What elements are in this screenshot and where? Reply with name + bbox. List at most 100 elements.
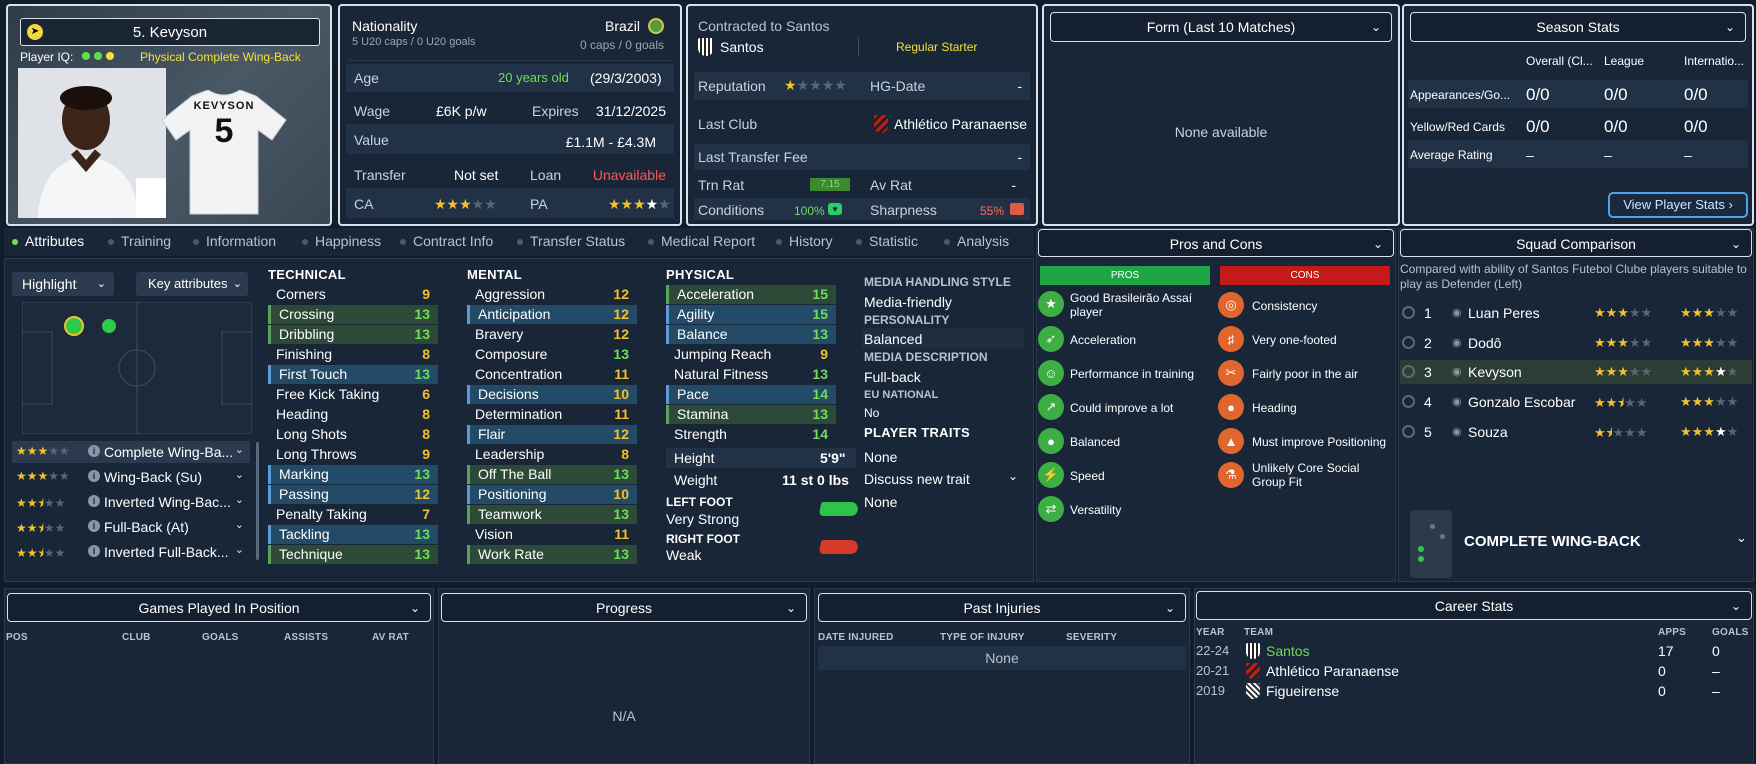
discuss-trait-dropdown[interactable]: Discuss new trait ⌄ [862, 469, 1024, 489]
role-row[interactable]: ★★★★★ i Wing-Back (Su) ⌄ [12, 466, 250, 488]
progress-title: Progress [595, 600, 653, 616]
season-value: 0/0 [1684, 117, 1708, 136]
attribute-row[interactable]: Penalty Taking 7 [268, 505, 438, 524]
attribute-row[interactable]: Dribbling 13 [268, 325, 438, 344]
season-stats-dropdown[interactable]: Season Stats ⌄ [1410, 12, 1746, 42]
attribute-row[interactable]: Crossing 13 [268, 305, 438, 324]
attribute-row[interactable]: Teamwork 13 [467, 505, 637, 524]
profile-card: ➤ 5. Kevyson Player IQ: Physical Complet… [6, 4, 332, 226]
last-club-value[interactable]: Athlético Paranaense [894, 116, 1028, 132]
pro-item: Acceleration [1070, 333, 1137, 347]
attribute-row[interactable]: Composure 13 [467, 345, 637, 364]
attribute-row[interactable]: Natural Fitness 13 [666, 365, 836, 384]
attribute-row[interactable]: Decisions 10 [467, 385, 637, 404]
attribute-row[interactable]: Strength 14 [666, 425, 836, 444]
pros-cons-dropdown[interactable]: Pros and Cons ⌄ [1038, 229, 1394, 257]
attribute-row[interactable]: Flair 12 [467, 425, 637, 444]
attribute-value: 11 [614, 366, 629, 382]
tab-history[interactable]: History [776, 233, 833, 249]
attribute-row[interactable]: Passing 12 [268, 485, 438, 504]
eu-national-value: No [864, 406, 880, 420]
attribute-row[interactable]: Vision 11 [467, 525, 637, 544]
pitch-diagram[interactable] [21, 301, 253, 435]
highlight-dropdown[interactable]: Highlight ⌄ [12, 272, 114, 296]
view-player-stats-button[interactable]: View Player Stats › [1608, 192, 1748, 218]
season-value: 0/0 [1526, 85, 1550, 104]
attribute-row[interactable]: Jumping Reach 9 [666, 345, 836, 364]
attribute-row[interactable]: Aggression 12 [467, 285, 637, 304]
attribute-row[interactable]: Finishing 8 [268, 345, 438, 364]
attribute-row[interactable]: Technique 13 [268, 545, 438, 564]
role-row[interactable]: ★★★★★ i Complete Wing-Ba... ⌄ [12, 441, 250, 463]
progress-dropdown[interactable]: Progress ⌄ [441, 593, 807, 622]
role-row[interactable]: ★★⯨★★ i Full-Back (At) ⌄ [12, 516, 250, 538]
attribute-row[interactable]: First Touch 13 [268, 365, 438, 384]
squad-comparison-dropdown[interactable]: Squad Comparison ⌄ [1400, 229, 1752, 257]
person-icon: ◉ [1452, 337, 1462, 349]
info-icon: i [88, 470, 100, 482]
career-row[interactable]: 2019 Figueirense 0 – [1194, 681, 1754, 701]
career-stats-dropdown[interactable]: Career Stats ⌄ [1196, 591, 1752, 620]
person-icon: ◉ [1452, 396, 1462, 408]
last-club-label: Last Club [698, 116, 758, 132]
attribute-row[interactable]: Acceleration 15 [666, 285, 836, 304]
key-attributes-dropdown[interactable]: Key attributes ⌄ [136, 272, 248, 296]
attribute-row[interactable]: Free Kick Taking 6 [268, 385, 438, 404]
attribute-row[interactable]: Concentration 11 [467, 365, 637, 384]
form-dropdown[interactable]: Form (Last 10 Matches) ⌄ [1050, 12, 1392, 42]
tab-analysis[interactable]: Analysis [944, 233, 1009, 249]
tab-dot-icon [193, 239, 199, 246]
attribute-row[interactable]: Anticipation 12 [467, 305, 637, 324]
tab-information[interactable]: Information [193, 233, 276, 249]
role-row[interactable]: ★★⯨★★ i Inverted Full-Back... ⌄ [12, 541, 250, 563]
career-row[interactable]: 20-21 Athlético Paranaense 0 – [1194, 661, 1754, 681]
tab-contract-info[interactable]: Contract Info [400, 233, 493, 249]
attribute-row[interactable]: Determination 11 [467, 405, 637, 424]
player-name-box[interactable]: ➤ 5. Kevyson [20, 18, 320, 46]
role-row[interactable]: ★★⯨★★ i Inverted Wing-Bac... ⌄ [12, 491, 250, 513]
roles-scrollbar[interactable] [256, 442, 259, 560]
attribute-row[interactable]: Bravery 12 [467, 325, 637, 344]
attribute-row[interactable]: Long Throws 9 [268, 445, 438, 464]
attribute-row[interactable]: Marking 13 [268, 465, 438, 484]
career-row[interactable]: 22-24 Santos 17 0 [1194, 641, 1754, 661]
attribute-row[interactable]: Off The Ball 13 [467, 465, 637, 484]
chevron-down-icon[interactable]: ⌄ [1736, 530, 1747, 545]
attribute-row[interactable]: Leadership 8 [467, 445, 637, 464]
squad-rank: 3 [1424, 364, 1432, 380]
right-boot-icon [818, 540, 860, 554]
tab-label: Analysis [957, 233, 1010, 249]
squad-rank: 1 [1424, 305, 1432, 321]
tab-transfer-status[interactable]: Transfer Status [517, 233, 625, 249]
heading-icon: ● [1218, 394, 1244, 420]
attribute-value: 15 [812, 286, 828, 302]
tab-happiness[interactable]: Happiness [302, 233, 381, 249]
past-injuries-dropdown[interactable]: Past Injuries ⌄ [818, 593, 1186, 622]
growth-arrow-icon: ↗ [1038, 394, 1064, 420]
squad-row[interactable]: 2 ◉ Dodô ★★★★★ ★★★★★ [1400, 331, 1752, 355]
squad-row[interactable]: 4 ◉ Gonzalo Escobar ★★⯨★★ ★★★★★ [1400, 390, 1752, 414]
attribute-row[interactable]: Work Rate 13 [467, 545, 637, 564]
games-played-dropdown[interactable]: Games Played In Position ⌄ [7, 593, 431, 622]
attribute-name: Corners [276, 286, 326, 302]
attribute-row[interactable]: Heading 8 [268, 405, 438, 424]
attribute-row[interactable]: Long Shots 8 [268, 425, 438, 444]
attribute-row[interactable]: Corners 9 [268, 285, 438, 304]
tab-training[interactable]: Training [108, 233, 171, 249]
squad-row[interactable]: 5 ◉ Souza ★⯨★★★ ★★★★★ [1400, 420, 1752, 444]
attribute-row[interactable]: Tackling 13 [268, 525, 438, 544]
attribute-row[interactable]: Balance 13 [666, 325, 836, 344]
tab-medical-report[interactable]: Medical Report [648, 233, 755, 249]
squad-row[interactable]: 1 ◉ Luan Peres ★★★★★ ★★★★★ [1400, 301, 1752, 325]
attribute-row[interactable]: Agility 15 [666, 305, 836, 324]
attribute-row[interactable]: Positioning 10 [467, 485, 637, 504]
col-goals: GOALS [1712, 627, 1749, 638]
squad-row[interactable]: 3 ◉ Kevyson ★★★★★ ★★★★★ [1400, 360, 1752, 384]
conditions-label: Conditions [698, 202, 765, 218]
squad-potential-stars: ★★★★★ [1680, 305, 1739, 320]
tab-label: Statistic [869, 233, 919, 249]
attribute-row[interactable]: Pace 14 [666, 385, 836, 404]
tab-statistic[interactable]: Statistic [856, 233, 918, 249]
attribute-row[interactable]: Stamina 13 [666, 405, 836, 424]
tab-attributes[interactable]: Attributes [12, 233, 84, 249]
